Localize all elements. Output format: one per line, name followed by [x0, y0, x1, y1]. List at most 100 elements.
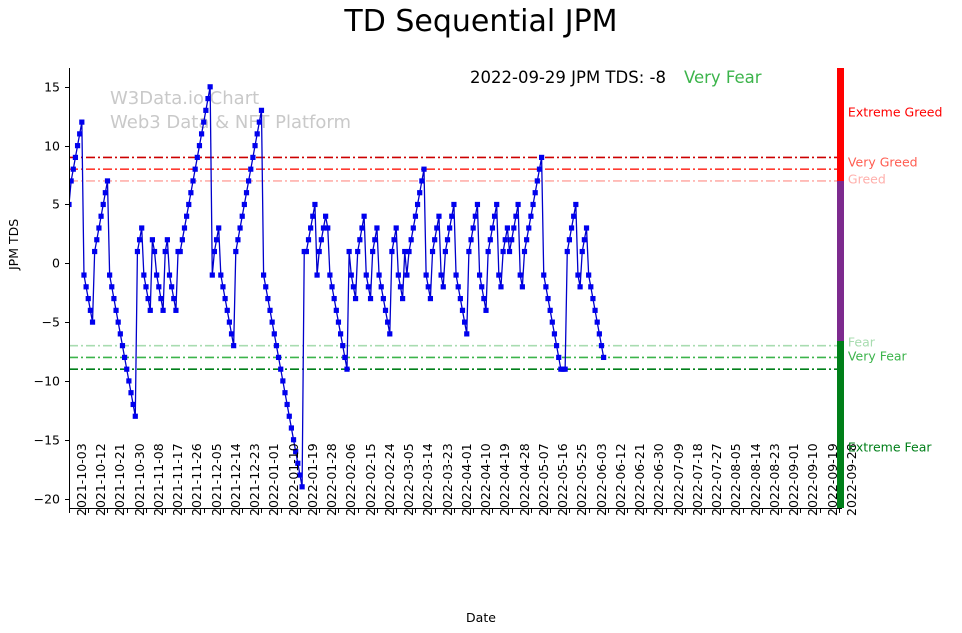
- colorbar-segment: [836, 340, 844, 508]
- data-point-marker: [162, 248, 168, 255]
- reading-text: 2022-09-29 JPM TDS: -8: [470, 68, 666, 87]
- data-point-marker: [455, 284, 461, 290]
- data-point-marker: [72, 154, 79, 161]
- data-point-marker: [571, 213, 577, 219]
- data-point-marker: [331, 295, 337, 302]
- x-tick-mark: [569, 509, 571, 513]
- x-tick-mark: [665, 509, 667, 513]
- data-point-marker: [498, 284, 504, 290]
- data-point-marker: [209, 272, 215, 278]
- x-tick-label: 2022-01-01: [266, 443, 282, 516]
- x-tick-mark: [627, 509, 629, 513]
- data-point-marker: [119, 343, 126, 349]
- data-point-marker: [483, 307, 489, 313]
- data-point-marker: [310, 213, 316, 219]
- data-point-marker: [327, 272, 333, 278]
- data-point-marker: [539, 154, 545, 161]
- data-point-marker: [286, 413, 292, 419]
- y-tick-mark: [65, 86, 69, 88]
- y-tick-label: 5: [52, 196, 60, 212]
- data-point-marker: [519, 284, 525, 290]
- data-point-marker: [406, 248, 412, 255]
- data-point-marker: [594, 319, 600, 325]
- data-point-marker: [132, 413, 138, 419]
- data-point-marker: [509, 237, 515, 243]
- data-point-marker: [81, 272, 87, 278]
- x-tick-mark: [222, 509, 224, 513]
- data-point-marker: [425, 284, 431, 290]
- data-point-marker: [314, 272, 320, 278]
- data-point-marker: [350, 284, 357, 290]
- watermark-line-2: Web3 Data & NFT Platform: [110, 112, 352, 134]
- x-tick-label: 2021-11-17: [170, 443, 186, 516]
- data-point-marker: [333, 307, 339, 313]
- data-point-marker: [515, 201, 521, 208]
- data-point-marker: [472, 213, 478, 219]
- x-tick-label: 2022-01-28: [324, 443, 340, 516]
- data-point-marker: [470, 225, 476, 231]
- data-point-marker: [83, 284, 89, 290]
- data-point-marker: [402, 248, 408, 255]
- data-point-marker: [173, 307, 179, 313]
- data-point-marker: [348, 272, 354, 278]
- data-point-marker: [485, 248, 491, 255]
- data-point-marker: [344, 366, 350, 372]
- x-tick-mark: [453, 509, 455, 513]
- x-tick-mark: [761, 509, 763, 513]
- data-point-marker: [547, 307, 553, 313]
- x-tick-label: 2022-02-06: [343, 443, 359, 516]
- x-tick-label: 2022-04-10: [478, 443, 494, 516]
- data-point-marker: [378, 284, 384, 290]
- data-point-marker: [579, 248, 585, 255]
- reading-level: Very Fear: [683, 68, 762, 87]
- data-point-marker: [318, 237, 324, 243]
- data-point-marker: [250, 154, 256, 161]
- x-tick-label: 2022-03-23: [439, 443, 455, 516]
- y-tick-mark: [65, 322, 69, 324]
- data-point-marker: [305, 237, 312, 243]
- data-point-marker: [303, 248, 309, 255]
- threshold-label-extreme-greed: Extreme Greed: [847, 104, 943, 120]
- data-point-marker: [393, 225, 399, 231]
- data-point-marker: [169, 284, 175, 290]
- data-point-marker: [74, 143, 81, 149]
- data-point-marker: [203, 107, 209, 113]
- x-tick-label: 2022-06-12: [612, 443, 628, 516]
- data-point-marker: [275, 354, 282, 361]
- x-tick-mark: [88, 509, 90, 513]
- data-point-marker: [194, 154, 200, 161]
- data-point-marker: [196, 143, 203, 149]
- current-reading-annotation: 2022-09-29 JPM TDS: -8 Very Fear: [470, 68, 762, 87]
- threshold-label-greed: Greed: [847, 171, 886, 187]
- x-tick-mark: [550, 509, 552, 513]
- data-point-marker: [94, 237, 100, 243]
- x-tick-label: 2022-06-03: [593, 443, 609, 516]
- x-tick-label: 2021-12-23: [247, 443, 263, 516]
- x-tick-mark: [376, 509, 378, 513]
- data-point-marker: [526, 225, 532, 231]
- x-tick-label: 2022-09-01: [786, 443, 802, 516]
- data-point-marker: [85, 295, 91, 302]
- x-tick-mark: [473, 509, 475, 513]
- data-point-marker: [410, 225, 416, 231]
- data-point-marker: [564, 248, 570, 255]
- data-point-marker: [186, 201, 192, 208]
- data-point-marker: [128, 390, 134, 396]
- data-point-marker: [466, 248, 472, 255]
- y-tick-mark: [65, 380, 69, 382]
- data-point-marker: [190, 178, 196, 184]
- x-tick-mark: [800, 509, 802, 513]
- colorbar-segment: [836, 180, 844, 341]
- data-point-marker: [566, 237, 573, 243]
- data-point-marker: [77, 131, 83, 137]
- data-point-marker: [573, 201, 579, 208]
- data-point-marker: [98, 213, 104, 219]
- data-point-marker: [231, 343, 237, 349]
- data-point-marker: [487, 237, 493, 243]
- x-tick-mark: [415, 509, 417, 513]
- x-tick-mark: [126, 509, 128, 513]
- data-point-marker: [355, 248, 361, 255]
- data-point-marker: [171, 295, 177, 302]
- data-point-marker: [462, 319, 468, 325]
